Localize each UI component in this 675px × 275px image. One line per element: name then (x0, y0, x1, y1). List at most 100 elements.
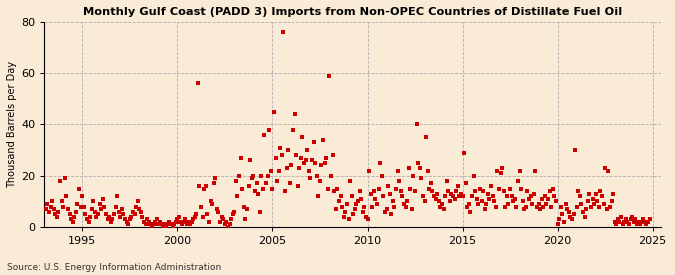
Point (75, 204, 86, 209)
Point (599, 166, 610, 170)
Point (136, 210, 146, 214)
Point (199, 186, 210, 191)
Point (449, 197, 460, 201)
Point (333, 199, 344, 204)
Point (186, 220, 197, 224)
Point (505, 186, 516, 191)
Point (250, 189, 261, 193)
Point (624, 222, 634, 227)
Point (424, 186, 435, 191)
Point (86, 207, 97, 211)
Point (628, 220, 639, 224)
Point (167, 225, 178, 229)
Point (311, 174, 322, 178)
Point (142, 217, 153, 222)
Point (300, 158, 311, 163)
Point (302, 148, 313, 152)
Point (240, 217, 251, 222)
Point (377, 174, 387, 178)
Point (517, 199, 528, 204)
Point (578, 210, 589, 214)
Point (378, 194, 389, 199)
Point (460, 181, 471, 186)
Point (151, 217, 162, 222)
Point (110, 204, 121, 209)
Point (129, 212, 140, 216)
Point (367, 204, 377, 209)
Point (211, 207, 222, 211)
Point (80, 212, 90, 216)
Point (384, 191, 395, 196)
Point (634, 222, 645, 227)
Point (512, 179, 523, 183)
Point (510, 197, 520, 201)
Point (215, 220, 225, 224)
Point (530, 168, 541, 173)
Point (242, 207, 252, 211)
Point (170, 220, 181, 224)
Point (59, 176, 70, 180)
Point (547, 186, 558, 191)
Point (78, 204, 89, 209)
Point (429, 194, 439, 199)
Point (83, 220, 94, 224)
Point (56, 199, 67, 204)
Point (69, 214, 80, 219)
Point (219, 222, 230, 227)
Text: Source: U.S. Energy Information Administration: Source: U.S. Energy Information Administ… (7, 263, 221, 272)
Point (456, 191, 466, 196)
Point (357, 210, 368, 214)
Point (182, 222, 192, 227)
Point (533, 202, 544, 206)
Point (585, 204, 596, 209)
Point (558, 220, 569, 224)
Point (475, 186, 485, 191)
Point (478, 189, 489, 193)
Point (53, 210, 64, 214)
Point (207, 202, 217, 206)
Point (459, 150, 470, 155)
Point (90, 210, 101, 214)
Point (580, 207, 591, 211)
Point (408, 174, 418, 178)
Point (131, 204, 142, 209)
Point (140, 222, 151, 227)
Point (257, 186, 268, 191)
Point (532, 204, 543, 209)
Point (574, 194, 585, 199)
Point (243, 184, 254, 188)
Point (286, 163, 297, 168)
Point (394, 179, 404, 183)
Point (470, 189, 481, 193)
Point (252, 191, 263, 196)
Point (72, 202, 83, 206)
Point (47, 199, 57, 204)
Point (82, 217, 92, 222)
Point (593, 204, 604, 209)
Point (403, 166, 414, 170)
Point (132, 199, 143, 204)
Point (369, 189, 379, 193)
Point (416, 176, 427, 180)
Point (564, 210, 574, 214)
Point (592, 199, 603, 204)
Point (65, 217, 76, 222)
Point (495, 171, 506, 175)
Point (92, 212, 103, 216)
Point (639, 220, 650, 224)
Point (598, 202, 609, 206)
Point (278, 30, 289, 34)
Point (119, 217, 130, 222)
Point (421, 135, 431, 139)
Point (115, 214, 126, 219)
Point (209, 181, 219, 186)
Point (364, 168, 375, 173)
Point (644, 217, 655, 222)
Point (315, 179, 325, 183)
Point (188, 217, 198, 222)
Point (622, 220, 632, 224)
Point (246, 176, 257, 180)
Point (398, 202, 409, 206)
Point (272, 179, 283, 183)
Point (165, 222, 176, 227)
